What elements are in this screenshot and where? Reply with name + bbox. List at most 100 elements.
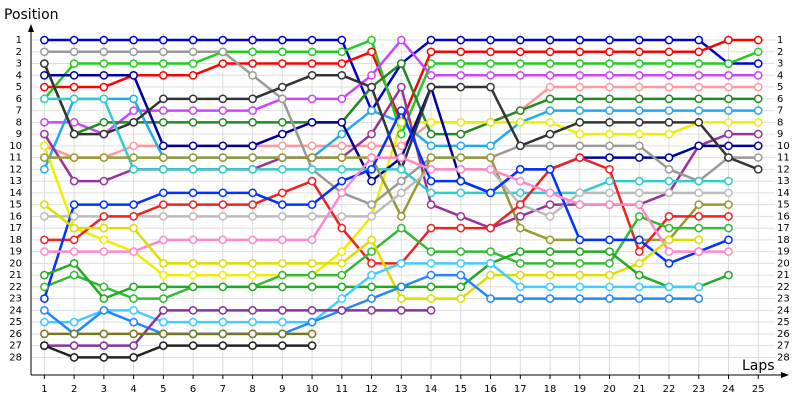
point (248, 164, 257, 174)
point (40, 200, 49, 209)
point (426, 141, 436, 151)
point (724, 129, 733, 139)
y-tick-label: 6 (16, 94, 22, 105)
y-tick-label-right: 3 (777, 59, 783, 70)
point (367, 141, 376, 151)
point (634, 247, 644, 256)
point (129, 306, 138, 315)
point (515, 47, 525, 57)
point (634, 294, 644, 303)
point (396, 153, 406, 162)
point (188, 35, 198, 45)
y-tick-label-right: 22 (777, 282, 790, 293)
point (545, 200, 555, 209)
point (515, 282, 525, 292)
point (426, 200, 436, 209)
point (456, 164, 466, 174)
point (159, 317, 168, 327)
point (69, 211, 79, 221)
point (218, 200, 228, 209)
point (456, 129, 466, 139)
y-tick-label-right: 14 (777, 188, 790, 199)
point (129, 317, 138, 327)
point (248, 70, 257, 80)
point (40, 211, 49, 221)
point (218, 282, 228, 292)
point (337, 188, 347, 198)
point (724, 211, 733, 221)
x-arrow (781, 372, 789, 378)
x-tick-label: 3 (101, 384, 107, 395)
point (753, 70, 763, 80)
point (515, 211, 525, 221)
point (545, 259, 555, 268)
point (99, 35, 109, 45)
x-tick-label: 5 (160, 384, 166, 395)
point (367, 153, 376, 162)
point (456, 282, 466, 292)
point (396, 306, 406, 315)
point (188, 200, 198, 209)
point (307, 47, 317, 57)
point (545, 129, 555, 139)
point (277, 94, 287, 104)
point (129, 141, 138, 151)
point (159, 306, 168, 315)
point (337, 94, 347, 104)
y-axis-label: Position (4, 7, 59, 23)
point (515, 106, 525, 115)
point (40, 164, 49, 174)
point (605, 188, 614, 198)
point (159, 47, 168, 57)
point (188, 317, 198, 327)
x-tick-label: 2 (71, 384, 77, 395)
point (456, 259, 466, 268)
point (515, 247, 525, 256)
y-tick-label: 8 (16, 117, 22, 128)
x-tick-label: 23 (692, 384, 705, 395)
point (69, 259, 79, 268)
point (159, 188, 168, 198)
point (218, 47, 228, 57)
point (337, 294, 347, 303)
point (515, 294, 525, 303)
point (396, 294, 406, 303)
point (40, 306, 49, 315)
y-tick-label-right: 17 (777, 223, 790, 234)
y-tick-label-right: 18 (777, 235, 790, 246)
point (486, 247, 495, 256)
point (188, 117, 198, 127)
point (248, 200, 257, 209)
point (248, 317, 257, 327)
point (575, 294, 585, 303)
point (337, 153, 347, 162)
point (456, 117, 466, 127)
y-tick-label-right: 16 (777, 211, 790, 222)
point (307, 306, 317, 315)
y-tick-label-right: 12 (777, 164, 790, 175)
y-tick-label: 12 (9, 164, 22, 175)
point (575, 235, 585, 245)
point (307, 153, 317, 162)
x-tick-label: 8 (249, 384, 255, 395)
point (486, 188, 495, 198)
y-tick-label: 20 (9, 258, 22, 269)
point (605, 247, 614, 256)
point (515, 259, 525, 268)
point (218, 94, 228, 104)
y-arrow (28, 24, 34, 32)
y-tick-label-right: 26 (777, 329, 790, 340)
point (367, 294, 376, 303)
point (40, 70, 49, 80)
y-tick-label-right: 21 (777, 270, 790, 281)
point (545, 294, 555, 303)
point (367, 270, 376, 280)
point (694, 117, 704, 127)
point (426, 176, 436, 186)
point (515, 141, 525, 151)
point (664, 153, 674, 162)
point (99, 47, 109, 57)
y-tick-label-right: 15 (777, 200, 790, 211)
point (634, 259, 644, 268)
point (605, 47, 614, 57)
